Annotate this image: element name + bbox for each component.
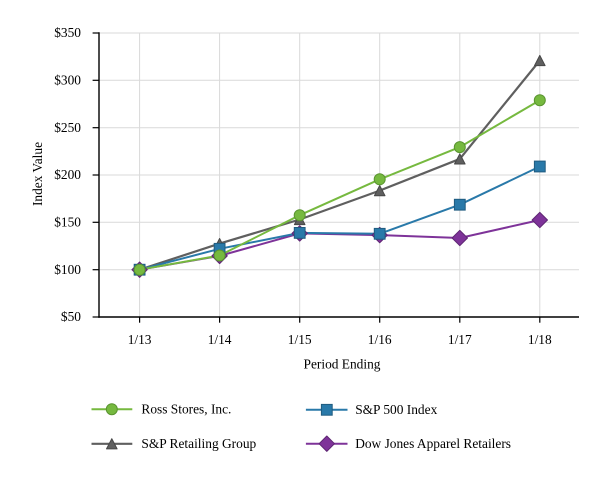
svg-text:Index Value: Index Value [30,142,45,206]
svg-text:1/18: 1/18 [528,332,552,347]
svg-text:Period Ending: Period Ending [304,357,381,372]
svg-text:1/16: 1/16 [368,332,392,347]
svg-text:S&P 500 Index: S&P 500 Index [355,402,437,417]
svg-text:1/14: 1/14 [208,332,232,347]
svg-text:Dow Jones Apparel Retailers: Dow Jones Apparel Retailers [355,436,511,451]
svg-text:$200: $200 [54,167,81,182]
svg-text:1/15: 1/15 [288,332,312,347]
svg-text:$250: $250 [54,120,81,135]
svg-text:$100: $100 [54,262,81,277]
svg-text:$150: $150 [54,215,81,230]
svg-text:Ross Stores, Inc.: Ross Stores, Inc. [141,401,231,416]
svg-text:1/13: 1/13 [128,332,152,347]
svg-text:S&P Retailing Group: S&P Retailing Group [141,436,256,451]
svg-text:$300: $300 [54,73,81,88]
svg-text:$350: $350 [54,25,81,40]
svg-text:1/17: 1/17 [448,332,472,347]
svg-text:$50: $50 [61,309,81,324]
